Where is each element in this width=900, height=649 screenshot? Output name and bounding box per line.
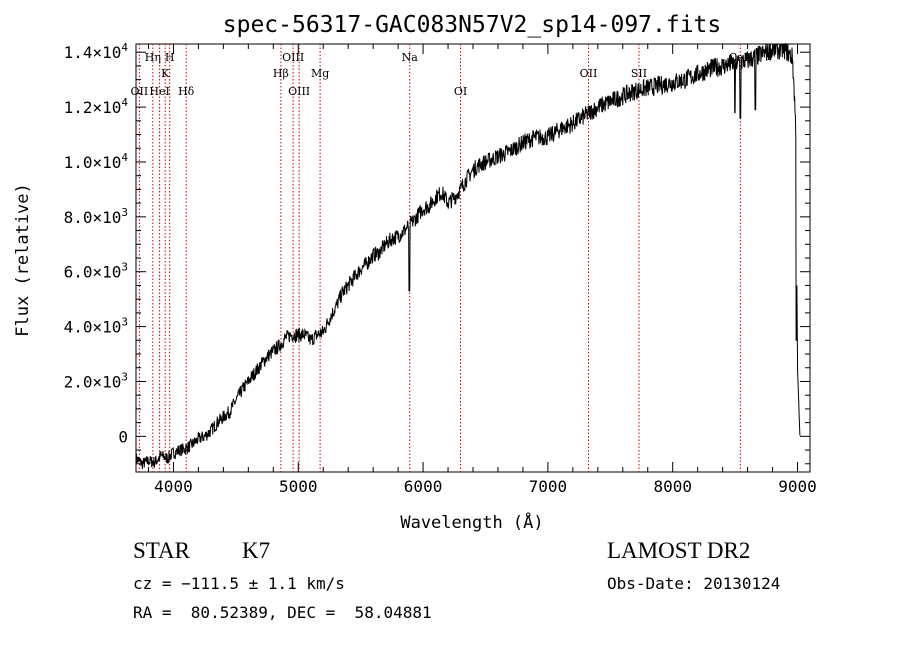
line-label: K [161, 67, 170, 80]
line-label: OI [454, 85, 467, 98]
obs-date: Obs-Date: 20130124 [607, 574, 781, 593]
line-label: Hβ [273, 67, 289, 80]
y-tick-label: 4.0×103 [64, 316, 128, 337]
y-tick-label: 8.0×103 [64, 206, 128, 227]
y-tick-label: 6.0×103 [64, 261, 128, 282]
line-label: SII [631, 67, 647, 80]
line-label: OIII [288, 85, 310, 98]
line-label: OII [580, 67, 598, 80]
line-label: HeI [149, 85, 169, 98]
line-label: H [165, 51, 175, 64]
coordinates: RA = 80.52389, DEC = 58.04881 [133, 603, 432, 622]
y-tick-exponent: 3 [121, 261, 128, 274]
line-label: Mg [311, 67, 329, 80]
y-tick-label: 2.0×103 [64, 370, 128, 391]
x-tick-label: 4000 [154, 477, 193, 496]
line-label: Na [402, 51, 419, 64]
y-tick-label: 1.2×104 [64, 96, 129, 117]
x-axis-label: Wavelength (Å) [400, 511, 543, 533]
subclass: K7 [242, 538, 271, 563]
y-tick-exponent: 3 [121, 316, 128, 329]
y-tick-exponent: 3 [121, 370, 128, 383]
x-tick-label: 9000 [778, 477, 817, 496]
line-label: OII [131, 85, 149, 98]
y-tick-exponent: 4 [121, 151, 128, 164]
line-label: Hδ [178, 85, 195, 98]
spectrum-line [135, 42, 801, 470]
x-tick-label: 8000 [653, 477, 692, 496]
y-tick-label: 1.4×104 [64, 41, 129, 62]
y-tick-exponent: 4 [121, 41, 128, 54]
object-class: STAR [133, 538, 190, 563]
chart-title: spec-56317-GAC083N57V2_sp14-097.fits [223, 12, 722, 38]
y-tick-label: 0 [118, 427, 128, 446]
y-tick-exponent: 4 [121, 96, 128, 109]
y-axis-label: Flux (relative) [13, 183, 33, 337]
x-tick-label: 5000 [279, 477, 318, 496]
y-tick-label: 1.0×104 [64, 151, 129, 172]
x-tick-label: 6000 [404, 477, 443, 496]
line-label: OIII [282, 51, 304, 64]
line-label: Hη [145, 51, 161, 64]
survey-name: LAMOST DR2 [607, 538, 751, 563]
redshift-cz: cz = −111.5 ± 1.1 km/s [133, 574, 345, 593]
y-tick-exponent: 3 [121, 206, 128, 219]
x-tick-label: 7000 [529, 477, 568, 496]
plot-frame [135, 43, 811, 473]
